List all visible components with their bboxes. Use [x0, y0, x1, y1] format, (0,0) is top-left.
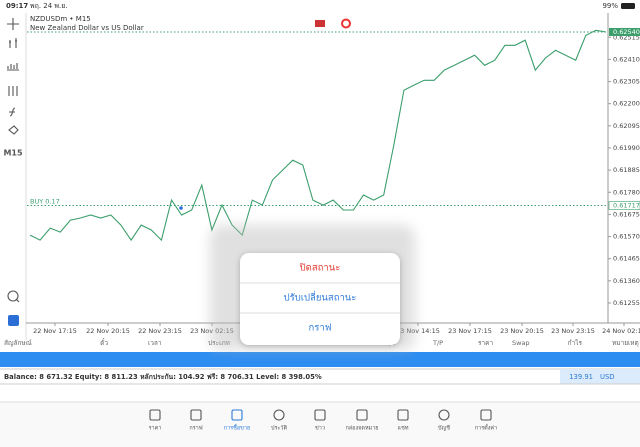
balance-text: Balance: 8 671.32 Equity: 8 811.23 หลักป… [4, 373, 322, 381]
x-tick-label: 22 Nov 17:15 [33, 327, 77, 335]
flag-icon [341, 18, 351, 29]
column-header: Swap [512, 339, 530, 347]
column-header: T/P [432, 339, 443, 347]
chart-symbol: NZDUSDm • M15 [30, 15, 91, 23]
context-menu [240, 253, 400, 345]
bid-box [609, 27, 640, 36]
tab-icon[interactable] [190, 409, 202, 421]
tab-label[interactable]: ราคา [149, 426, 162, 432]
order-price-label: 0.61717 [613, 202, 640, 210]
tab-icon[interactable] [356, 409, 368, 421]
y-tick-label: 0.62095 [613, 122, 640, 130]
y-tick-label: 0.61255 [613, 299, 640, 307]
tab-icon[interactable] [480, 409, 492, 421]
tab-label[interactable]: ประวัติ [271, 425, 287, 432]
order-line-label: BUY 0.17 [30, 198, 60, 206]
y-tick-label: 0.61990 [613, 144, 640, 152]
menu-item[interactable]: กราฟ [309, 323, 332, 334]
tab-icon[interactable] [231, 409, 243, 421]
status-battery: 99% [602, 2, 618, 10]
column-header: ตั๋ว [100, 338, 108, 347]
y-tick-label: 0.62410 [613, 55, 640, 63]
tab-icon[interactable] [314, 409, 326, 421]
toolbar-icons [7, 18, 20, 303]
column-header: กำไร [568, 339, 583, 347]
y-tick-label: 0.61675 [613, 210, 640, 218]
tab-icon[interactable] [149, 409, 161, 421]
column-header: สัญลักษณ์ [4, 339, 32, 347]
price-line [29, 29, 607, 242]
tab-bar [0, 402, 640, 447]
bid-label: 0.62540 [613, 28, 640, 36]
status-date: พฤ. 24 พ.ย. [30, 2, 68, 10]
tab-label[interactable]: ข่าว [315, 426, 325, 432]
x-tick-label: 24 Nov 02:15 [602, 327, 640, 335]
timeframe-label: M15 [3, 149, 23, 158]
menu-item[interactable]: ปิดสถานะ [299, 263, 341, 274]
tab-label[interactable]: การซื้อขาย [224, 424, 250, 432]
y-tick-label: 0.61570 [613, 233, 640, 241]
tab-label[interactable]: แชท [398, 425, 409, 432]
tab-label[interactable]: บัญชี [438, 425, 450, 432]
menu-item[interactable]: ปรับเปลี่ยนสถานะ [284, 291, 357, 304]
tab-icon[interactable] [397, 409, 409, 421]
y-tick-label: 0.62305 [613, 78, 640, 86]
tab-label[interactable]: การตั้งค่า [475, 424, 497, 432]
y-tick-label: 0.61885 [613, 166, 640, 174]
tab-label[interactable]: กราฟ [189, 425, 202, 432]
x-tick-label: 23 Nov 14:15 [396, 327, 440, 335]
chart-description: New Zealand Dollar vs US Dollar [30, 24, 144, 32]
status-time: 09:17 [6, 2, 28, 10]
battery-icon [621, 3, 635, 9]
y-tick-label: 0.62515 [613, 33, 640, 41]
y-tick-label: 0.61465 [613, 255, 640, 263]
tab-icon[interactable] [438, 409, 450, 421]
order-price-box [608, 201, 640, 210]
entry-marker [179, 206, 183, 210]
column-header: เวลา [148, 339, 162, 347]
column-header: หมายเหตุ [612, 339, 639, 347]
y-tick-label: 0.62200 [613, 100, 640, 108]
tab-label[interactable]: กล่องจดหมาย [345, 426, 378, 432]
x-tick-label: 23 Nov 20:15 [500, 327, 544, 335]
profit-cell [560, 369, 640, 384]
flag-icon [315, 20, 325, 27]
balance-profit: 139.91 [569, 373, 593, 381]
x-tick-label: 23 Nov 23:15 [551, 327, 595, 335]
position-row[interactable] [0, 352, 640, 367]
x-tick-label: 22 Nov 23:15 [138, 327, 182, 335]
column-header: ราคา [478, 339, 493, 347]
tab-icon[interactable] [273, 409, 285, 421]
y-tick-label: 0.61780 [613, 188, 640, 196]
y-tick-label: 0.61360 [613, 277, 640, 285]
balance-currency: USD [600, 373, 615, 381]
x-tick-label: 22 Nov 20:15 [86, 327, 130, 335]
x-tick-label: 23 Nov 17:15 [448, 327, 492, 335]
app-icon[interactable] [8, 315, 19, 326]
